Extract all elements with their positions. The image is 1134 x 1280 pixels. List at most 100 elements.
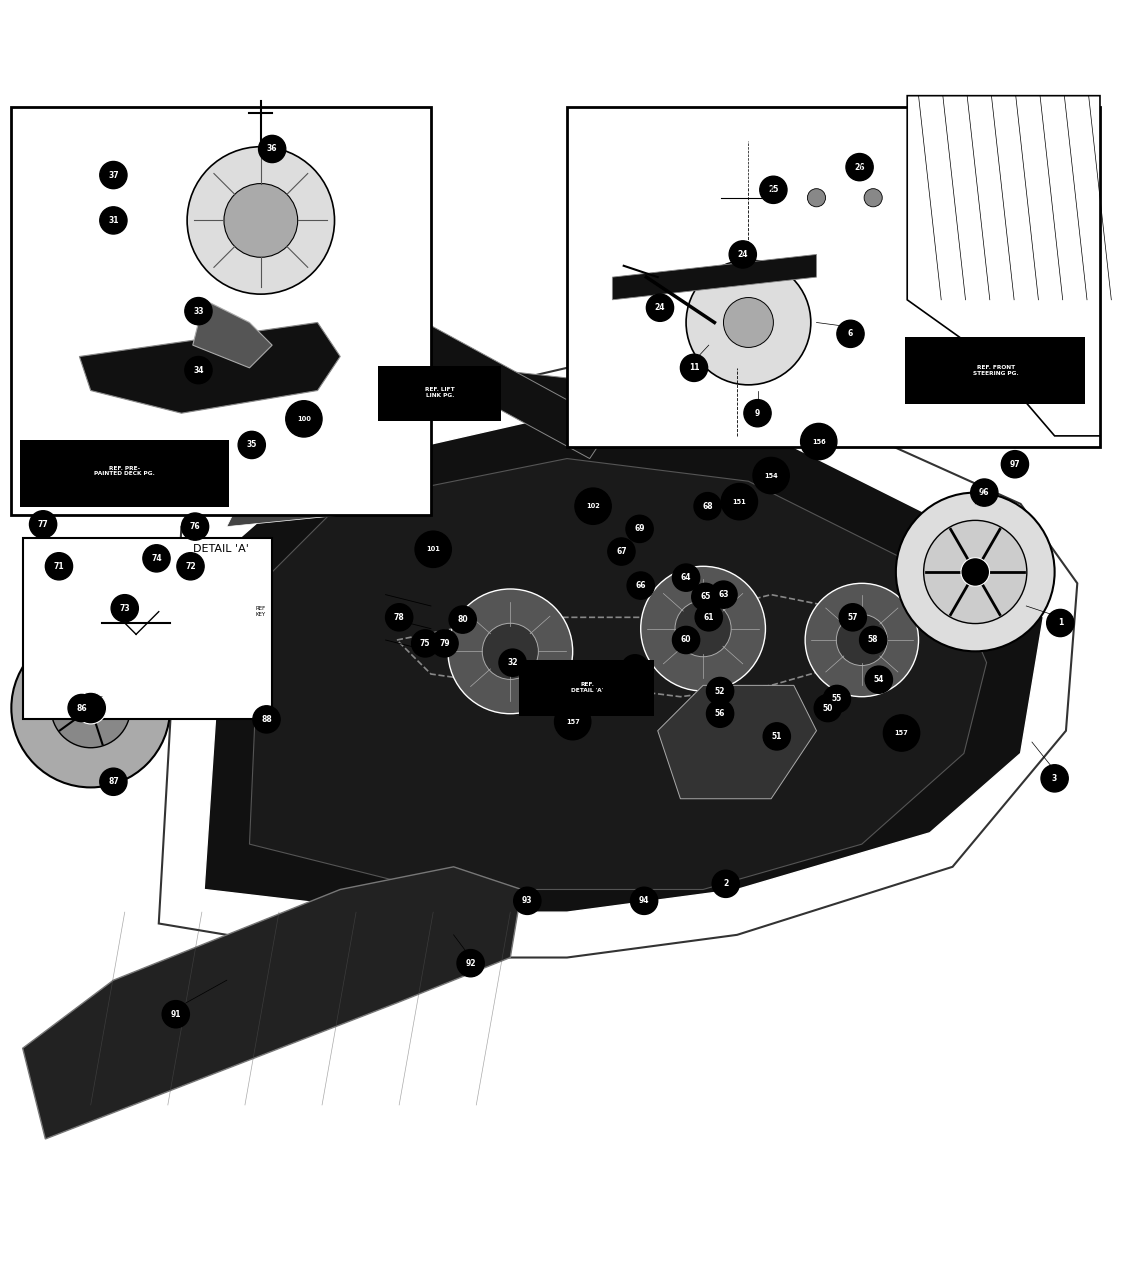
Text: 102: 102 (586, 503, 600, 509)
Circle shape (760, 177, 787, 204)
Circle shape (187, 147, 335, 294)
Circle shape (100, 161, 127, 188)
Circle shape (1041, 764, 1068, 792)
Circle shape (763, 723, 790, 750)
Polygon shape (249, 346, 680, 425)
Circle shape (575, 488, 611, 525)
Text: 58: 58 (868, 635, 879, 645)
Text: 60: 60 (680, 635, 692, 645)
Text: 157: 157 (895, 730, 908, 736)
Circle shape (11, 628, 170, 787)
Circle shape (672, 564, 700, 591)
Circle shape (431, 630, 458, 657)
FancyBboxPatch shape (519, 660, 654, 716)
Circle shape (51, 668, 130, 748)
Circle shape (185, 297, 212, 325)
Circle shape (555, 704, 591, 740)
Circle shape (706, 700, 734, 727)
Text: 34: 34 (193, 366, 204, 375)
Circle shape (721, 484, 758, 520)
Text: 91: 91 (170, 1010, 181, 1019)
Circle shape (412, 630, 439, 657)
Text: 96: 96 (979, 488, 990, 497)
Text: 97: 97 (1009, 460, 1021, 468)
Text: 6: 6 (848, 329, 853, 338)
Text: 3: 3 (1052, 774, 1057, 783)
Text: 157: 157 (566, 718, 579, 724)
FancyBboxPatch shape (11, 108, 431, 516)
Text: REF
KEY: REF KEY (255, 607, 265, 617)
Text: Parts: Parts (568, 580, 793, 654)
Circle shape (259, 136, 286, 163)
Circle shape (386, 604, 413, 631)
Text: 154: 154 (764, 472, 778, 479)
Circle shape (846, 154, 873, 180)
Text: 2: 2 (723, 879, 728, 888)
Circle shape (143, 545, 170, 572)
Text: 33: 33 (193, 307, 204, 316)
Circle shape (457, 950, 484, 977)
FancyBboxPatch shape (23, 538, 272, 719)
Circle shape (723, 297, 773, 347)
Text: 63: 63 (718, 590, 729, 599)
Text: 61: 61 (703, 613, 714, 622)
Circle shape (75, 692, 107, 724)
FancyBboxPatch shape (567, 108, 1100, 447)
Text: 79: 79 (439, 639, 450, 648)
Polygon shape (249, 458, 987, 890)
Circle shape (626, 516, 653, 543)
Circle shape (253, 705, 280, 733)
Circle shape (449, 605, 476, 634)
Polygon shape (204, 413, 1043, 913)
Circle shape (181, 513, 209, 540)
Polygon shape (227, 470, 363, 526)
Circle shape (621, 655, 649, 682)
Circle shape (729, 241, 756, 268)
Text: 67: 67 (616, 547, 627, 556)
Circle shape (627, 572, 654, 599)
Text: 151: 151 (733, 499, 746, 504)
Text: 9: 9 (755, 408, 760, 417)
Text: 64: 64 (680, 573, 692, 582)
Text: 75: 75 (420, 639, 431, 648)
Polygon shape (612, 255, 816, 300)
Text: 11: 11 (688, 364, 700, 372)
Text: 26: 26 (854, 163, 865, 172)
Polygon shape (79, 323, 340, 413)
Text: 55: 55 (831, 695, 843, 704)
Circle shape (805, 584, 919, 696)
Text: 72: 72 (185, 562, 196, 571)
Polygon shape (658, 685, 816, 799)
Circle shape (100, 207, 127, 234)
Text: 156: 156 (812, 439, 826, 444)
Text: REF.
DETAIL 'A': REF. DETAIL 'A' (572, 682, 603, 692)
Text: 35: 35 (246, 440, 257, 449)
Text: 100: 100 (297, 416, 311, 422)
Text: 86: 86 (76, 704, 87, 713)
Circle shape (883, 714, 920, 751)
Circle shape (923, 521, 1027, 623)
Text: 65: 65 (700, 593, 711, 602)
FancyBboxPatch shape (905, 337, 1085, 404)
Text: 77: 77 (37, 520, 49, 529)
Text: 94: 94 (638, 896, 650, 905)
Circle shape (753, 457, 789, 494)
Circle shape (238, 431, 265, 458)
Circle shape (801, 424, 837, 460)
Text: Parts: Parts (208, 566, 654, 714)
Circle shape (111, 595, 138, 622)
Circle shape (694, 493, 721, 520)
Circle shape (415, 531, 451, 567)
Polygon shape (907, 96, 1100, 436)
Text: 76: 76 (189, 522, 201, 531)
Circle shape (710, 581, 737, 608)
Circle shape (896, 493, 1055, 652)
Circle shape (675, 600, 731, 657)
Text: 92: 92 (465, 959, 476, 968)
Circle shape (499, 649, 526, 676)
Text: 32: 32 (507, 658, 518, 667)
Text: 78: 78 (393, 613, 405, 622)
Circle shape (646, 294, 674, 321)
Text: 87: 87 (108, 777, 119, 786)
Circle shape (837, 614, 887, 666)
